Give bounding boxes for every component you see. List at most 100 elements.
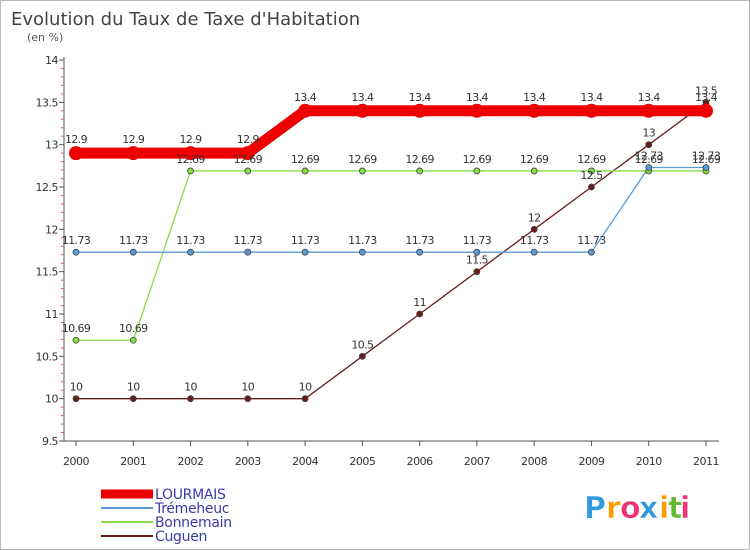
series-line-0 <box>70 105 712 159</box>
data-label: 11.73 <box>405 234 434 247</box>
data-point <box>699 103 713 118</box>
y-tick-label: 9.5 <box>42 435 58 448</box>
y-tick-label: 11.5 <box>36 266 59 279</box>
logo-letter: t <box>668 491 683 526</box>
data-point <box>187 395 194 403</box>
x-tick-label: 2009 <box>578 455 604 468</box>
data-point <box>416 310 424 318</box>
data-point <box>244 248 252 256</box>
data-label: 13.4 <box>294 91 317 104</box>
data-label: 13.4 <box>638 91 661 104</box>
data-label: 13.4 <box>580 91 603 104</box>
data-label: 12.69 <box>692 153 721 166</box>
data-point <box>412 103 427 118</box>
data-point <box>126 146 141 161</box>
logo-letter: o <box>620 491 642 526</box>
data-label: 12.69 <box>405 153 434 166</box>
x-tick-label: 2006 <box>407 455 433 468</box>
data-label: 11.73 <box>577 234 606 247</box>
logo-letter: r <box>606 491 622 526</box>
data-label: 12.9 <box>237 133 260 146</box>
data-label: 11.73 <box>520 234 549 247</box>
data-point <box>129 336 137 344</box>
data-label: 12 <box>528 211 541 224</box>
x-tick-label: 2000 <box>63 455 89 468</box>
data-label: 10.69 <box>62 322 91 335</box>
data-point <box>416 167 424 175</box>
data-label: 11.73 <box>62 234 91 247</box>
data-point <box>301 395 309 403</box>
data-label: 11.5 <box>466 254 489 267</box>
x-tick-label: 2002 <box>178 455 204 468</box>
data-point <box>301 167 309 175</box>
data-point <box>355 103 370 118</box>
data-point <box>584 103 599 118</box>
series-lines <box>70 101 712 400</box>
data-point <box>473 167 481 175</box>
data-label: 11.73 <box>119 234 148 247</box>
data-point <box>129 395 137 403</box>
data-point <box>358 167 366 175</box>
legend-label: Bonnemain <box>155 515 232 531</box>
data-point <box>72 336 80 344</box>
data-point <box>469 103 484 118</box>
axes: 9.5 10 10.5 11 11.5 12 12.5 13 13.5 14 2000 2001 200… <box>36 54 720 468</box>
x-tick-label: 2005 <box>349 455 375 468</box>
data-point <box>645 141 653 149</box>
x-tick-label: 2008 <box>521 455 547 468</box>
logo-letter: i <box>659 491 670 526</box>
data-point <box>129 248 137 256</box>
logo-letter: i <box>680 491 691 526</box>
series-line-1 <box>75 166 707 253</box>
data-point <box>358 248 366 256</box>
legend-label: LOURMAIS <box>155 487 226 503</box>
data-label: 12.69 <box>520 153 549 166</box>
data-label: 10 <box>299 381 312 394</box>
data-point <box>530 167 538 175</box>
y-tick-label: 11 <box>45 308 58 321</box>
data-point <box>473 268 481 276</box>
data-label: 11.73 <box>176 234 205 247</box>
data-label: 11 <box>413 296 426 309</box>
x-tick-label: 2011 <box>693 455 719 468</box>
data-point <box>588 167 595 175</box>
x-tick-label: 2007 <box>464 455 490 468</box>
x-tick-label: 2003 <box>235 455 261 468</box>
data-label: 12.73 <box>634 150 663 163</box>
data-label: 10.5 <box>351 338 374 351</box>
data-label: 10 <box>127 381 140 394</box>
y-tick-label: 13.5 <box>36 96 59 109</box>
series-line-2 <box>75 170 707 341</box>
data-label: 12.69 <box>348 153 377 166</box>
data-label: 10 <box>70 381 83 394</box>
data-label: 12.69 <box>291 153 320 166</box>
logo-letter: P <box>584 491 607 526</box>
data-label: 13.4 <box>351 91 374 104</box>
data-label: 13 <box>642 127 655 140</box>
x-tick-label: 2001 <box>120 455 146 468</box>
data-point <box>240 146 255 161</box>
data-label: 12.5 <box>580 169 603 182</box>
data-point <box>588 183 595 191</box>
data-label: 12.73 <box>692 150 721 163</box>
data-point <box>527 103 542 118</box>
data-label: 10.69 <box>119 322 148 335</box>
data-point <box>244 167 252 175</box>
x-tick-label: 2004 <box>292 455 318 468</box>
logo-letter: x <box>639 491 659 526</box>
data-point <box>530 225 538 233</box>
data-point <box>358 352 366 360</box>
y-tick-label: 14 <box>45 54 58 67</box>
data-point <box>298 103 313 118</box>
data-label: 11.73 <box>348 234 377 247</box>
series-line-3 <box>75 101 707 400</box>
data-point <box>530 248 538 256</box>
data-point <box>641 103 656 118</box>
y-tick-label: 10 <box>45 393 58 406</box>
data-label: 12.69 <box>634 153 663 166</box>
data-label: 12.69 <box>234 153 263 166</box>
data-point <box>588 248 595 256</box>
